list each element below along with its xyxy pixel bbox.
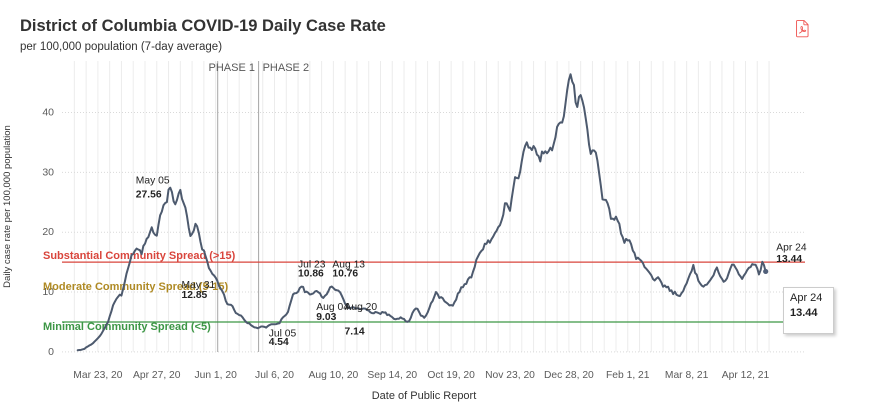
svg-text:Minimal Community Spread (<5): Minimal Community Spread (<5) <box>43 321 211 333</box>
svg-text:Mar 23, 20: Mar 23, 20 <box>73 370 122 381</box>
svg-text:Mar 8, 21: Mar 8, 21 <box>665 370 709 381</box>
svg-text:Feb 1, 21: Feb 1, 21 <box>606 370 650 381</box>
svg-text:Apr 24: Apr 24 <box>776 243 807 254</box>
svg-text:13.44: 13.44 <box>776 254 802 265</box>
svg-text:9.03: 9.03 <box>316 312 336 323</box>
svg-text:0: 0 <box>48 346 54 358</box>
svg-text:Jun 1, 20: Jun 1, 20 <box>194 370 237 381</box>
svg-text:7.14: 7.14 <box>345 326 365 337</box>
svg-text:40: 40 <box>42 107 54 119</box>
svg-text:Jul 6, 20: Jul 6, 20 <box>255 370 294 381</box>
svg-text:30: 30 <box>42 166 54 178</box>
svg-text:4.54: 4.54 <box>269 337 289 348</box>
svg-text:10.76: 10.76 <box>332 269 358 280</box>
svg-text:10.86: 10.86 <box>298 269 324 280</box>
svg-text:Dec 28, 20: Dec 28, 20 <box>544 370 594 381</box>
svg-text:Apr 27, 20: Apr 27, 20 <box>133 370 181 381</box>
svg-text:Date of Public Report: Date of Public Report <box>372 390 477 402</box>
svg-text:May 05: May 05 <box>136 176 170 187</box>
svg-text:PHASE 1: PHASE 1 <box>209 62 255 74</box>
svg-text:Aug 10, 20: Aug 10, 20 <box>308 370 358 381</box>
svg-text:20: 20 <box>42 226 54 238</box>
svg-text:27.56: 27.56 <box>136 189 162 200</box>
svg-text:Daily case rate per 100,000 po: Daily case rate per 100,000 population <box>2 125 13 288</box>
svg-text:PHASE 2: PHASE 2 <box>263 62 309 74</box>
svg-text:Aug 20: Aug 20 <box>345 302 378 313</box>
svg-text:Nov 23, 20: Nov 23, 20 <box>485 370 535 381</box>
svg-text:Apr 12, 21: Apr 12, 21 <box>722 370 770 381</box>
svg-text:Sep 14, 20: Sep 14, 20 <box>367 370 417 381</box>
svg-text:12.85: 12.85 <box>182 290 208 301</box>
svg-text:Oct 19, 20: Oct 19, 20 <box>427 370 475 381</box>
